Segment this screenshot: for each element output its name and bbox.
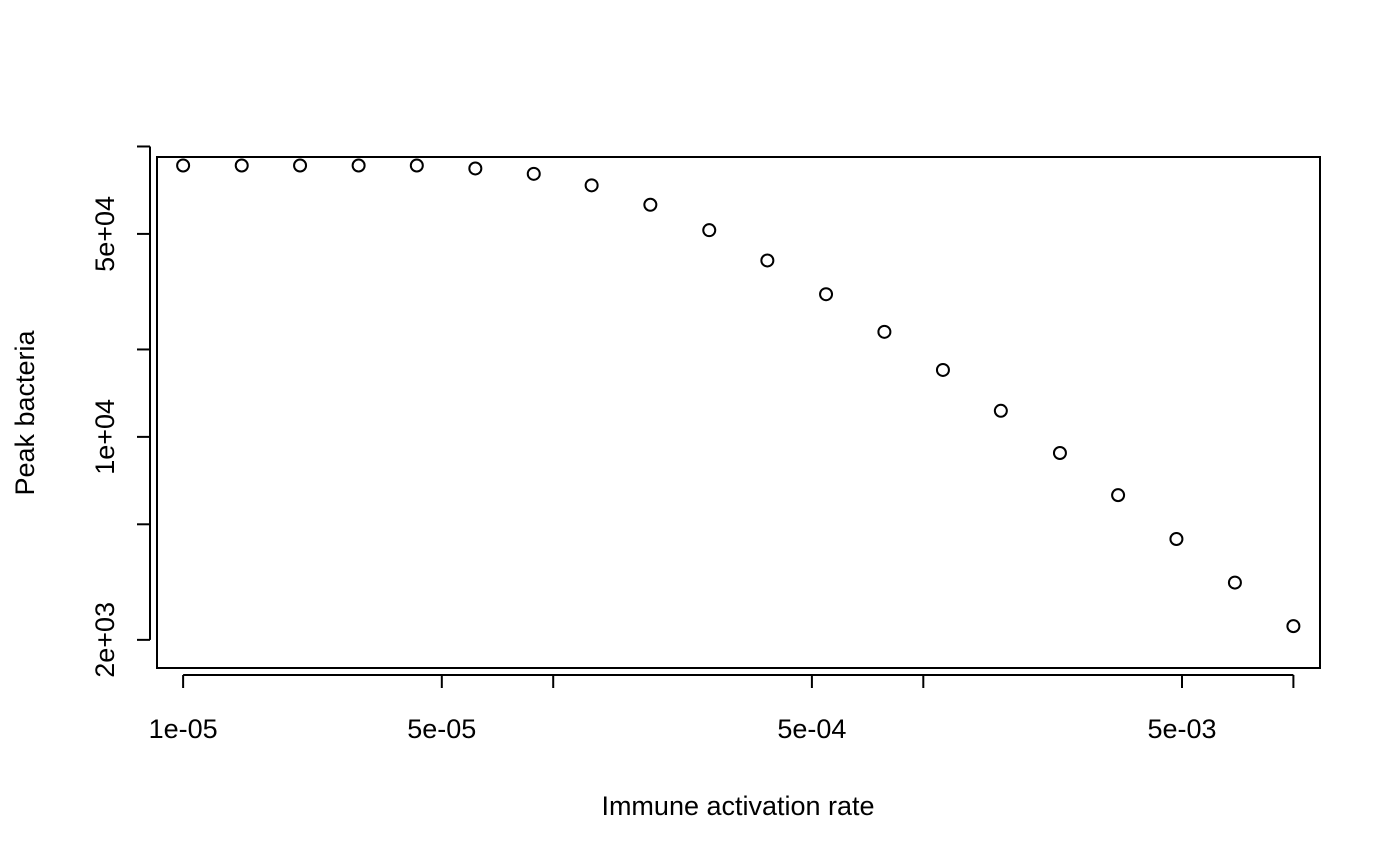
x-tick-label: 5e-04 — [777, 714, 846, 744]
data-points — [176, 158, 1301, 634]
data-point — [643, 197, 658, 212]
data-point — [1286, 619, 1301, 634]
data-point — [409, 158, 424, 173]
x-tick-label: 5e-03 — [1147, 714, 1216, 744]
data-point — [468, 161, 483, 176]
data-point — [993, 403, 1008, 418]
x-tick-label: 1e-05 — [149, 714, 218, 744]
plot-frame — [156, 156, 1321, 669]
y-tick-label: 2e+03 — [90, 602, 120, 678]
data-point — [351, 158, 366, 173]
y-axis-title: Peak bacteria — [10, 329, 40, 495]
data-point — [877, 324, 892, 339]
x-axis-title: Immune activation rate — [601, 791, 874, 821]
data-point — [1111, 488, 1126, 503]
y-axis: 2e+03 1e+04 5e+04 — [90, 145, 151, 678]
data-point — [702, 223, 717, 238]
data-point — [293, 158, 308, 173]
data-point — [819, 287, 834, 302]
data-point — [935, 362, 950, 377]
x-tick-label: 5e-05 — [407, 714, 476, 744]
data-point — [760, 253, 775, 268]
y-tick-label: 1e+04 — [90, 399, 120, 475]
data-point — [526, 166, 541, 181]
data-point — [1052, 446, 1067, 461]
data-point — [176, 158, 191, 173]
x-axis: 1e-05 5e-05 5e-04 5e-03 — [149, 674, 1295, 744]
data-point — [1169, 531, 1184, 546]
data-point — [234, 158, 249, 173]
y-tick-label: 5e+04 — [90, 196, 120, 272]
data-point — [584, 178, 599, 193]
data-point — [1227, 575, 1242, 590]
